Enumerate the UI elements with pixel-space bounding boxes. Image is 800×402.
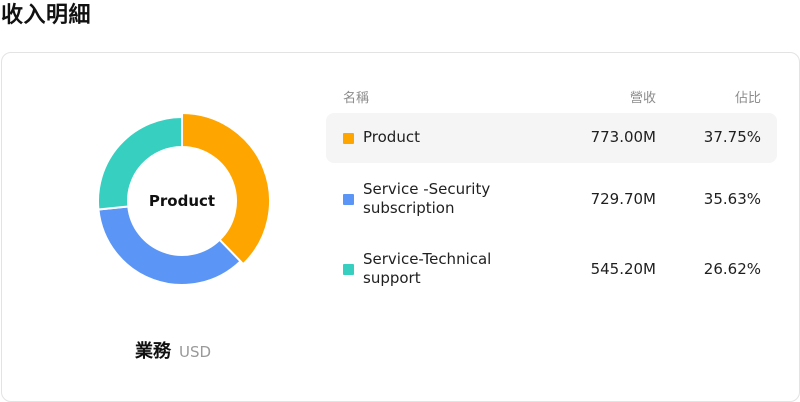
row-name: Service -Security subscription [363,180,491,217]
row-name: Service-Technical support [363,250,492,287]
donut-center-label: Product [148,192,216,210]
revenue-breakdown-card: Product 業務 USD 名稱 營收 佔比 Product 773.00M … [1,52,800,402]
row-revenue: 545.20M [590,260,656,278]
page-title: 收入明細 [1,3,92,28]
legend-swatch [343,194,354,205]
row-revenue: 729.70M [590,190,656,208]
table-row[interactable]: Service -Security subscription 729.70M 3… [326,171,777,227]
header-share: 佔比 [734,91,761,106]
header-revenue: 營收 [629,91,656,106]
donut-chart: Product [82,101,282,301]
row-share: 26.62% [703,260,761,278]
header-name: 名稱 [343,91,370,106]
currency-label: USD [179,343,212,361]
row-share: 37.75% [703,128,761,146]
donut-slice-service-security-subscription[interactable] [97,205,242,286]
table-header: 名稱 營收 佔比 [326,87,777,106]
segment-caption: 業務 USD [135,337,211,363]
donut-slice-product[interactable] [181,111,271,266]
row-share: 35.63% [703,190,761,208]
table-row[interactable]: Service-Technical support 545.20M 26.62% [326,241,777,297]
donut-svg [97,111,271,286]
legend-swatch [343,264,354,275]
row-name: Product [363,128,420,146]
legend-swatch [343,133,354,144]
donut-slice-service-technical-support[interactable] [97,115,183,211]
segment-name: 業務 [135,341,171,362]
table-row[interactable]: Product 773.00M 37.75% [326,113,777,163]
row-revenue: 773.00M [590,128,656,146]
